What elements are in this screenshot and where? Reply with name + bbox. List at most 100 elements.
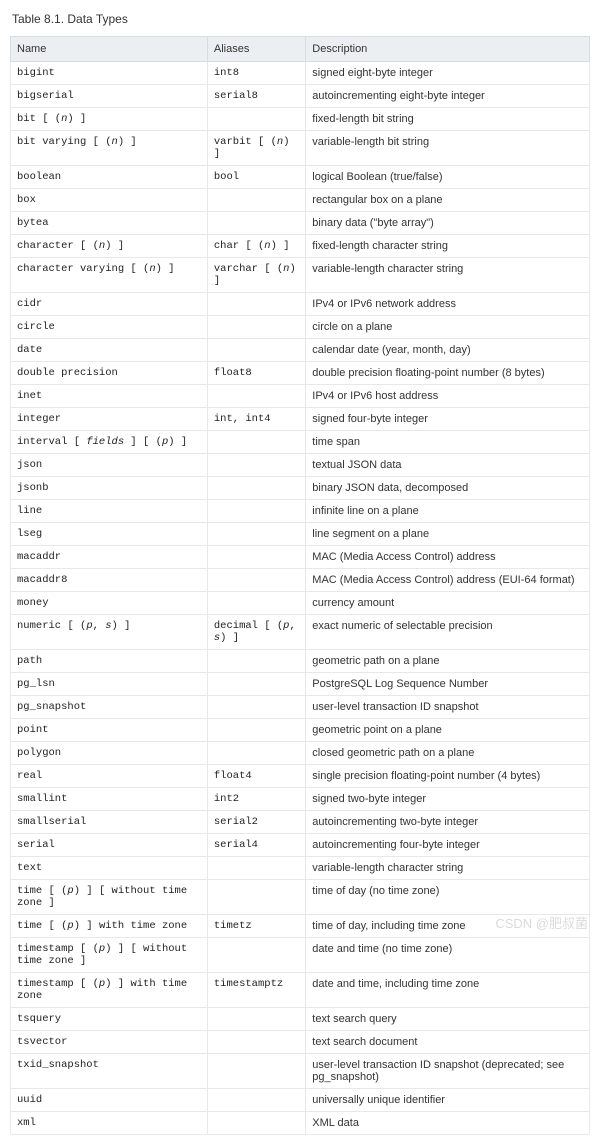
cell-alias <box>207 339 305 362</box>
cell-alias <box>207 938 305 973</box>
table-row: tsquerytext search query <box>11 1008 590 1031</box>
cell-name: box <box>11 189 208 212</box>
cell-name: polygon <box>11 742 208 765</box>
cell-alias: int, int4 <box>207 408 305 431</box>
cell-alias <box>207 108 305 131</box>
cell-description: MAC (Media Access Control) address (EUI-… <box>306 569 590 592</box>
cell-name: json <box>11 454 208 477</box>
cell-name: circle <box>11 316 208 339</box>
table-header-row: Name Aliases Description <box>11 37 590 62</box>
cell-alias: int2 <box>207 788 305 811</box>
table-row: interval [ fields ] [ (p) ] time span <box>11 431 590 454</box>
table-row: tsvectortext search document <box>11 1031 590 1054</box>
cell-description: single precision floating-point number (… <box>306 765 590 788</box>
table-row: pointgeometric point on a plane <box>11 719 590 742</box>
cell-description: binary data ("byte array") <box>306 212 590 235</box>
cell-description: variable-length character string <box>306 857 590 880</box>
cell-alias <box>207 477 305 500</box>
cell-alias <box>207 857 305 880</box>
cell-alias: char [ (n) ] <box>207 235 305 258</box>
cell-name: real <box>11 765 208 788</box>
cell-alias <box>207 1008 305 1031</box>
cell-description: variable-length bit string <box>306 131 590 166</box>
cell-alias <box>207 650 305 673</box>
cell-alias: float8 <box>207 362 305 385</box>
cell-description: IPv4 or IPv6 network address <box>306 293 590 316</box>
table-row: lineinfinite line on a plane <box>11 500 590 523</box>
cell-alias: timestamptz <box>207 973 305 1008</box>
cell-alias <box>207 189 305 212</box>
cell-name: cidr <box>11 293 208 316</box>
cell-name: boolean <box>11 166 208 189</box>
cell-name: serial <box>11 834 208 857</box>
cell-description: fixed-length bit string <box>306 108 590 131</box>
table-row: serialserial4autoincrementing four-byte … <box>11 834 590 857</box>
table-caption: Table 8.1. Data Types <box>12 12 590 26</box>
table-row: text variable-length character string <box>11 857 590 880</box>
cell-name: smallserial <box>11 811 208 834</box>
cell-name: interval [ fields ] [ (p) ] <box>11 431 208 454</box>
table-row: character [ (n) ]char [ (n) ]fixed-lengt… <box>11 235 590 258</box>
cell-alias: float4 <box>207 765 305 788</box>
table-row: cidr IPv4 or IPv6 network address <box>11 293 590 316</box>
cell-name: time [ (p) ] [ without time zone ] <box>11 880 208 915</box>
cell-description: autoincrementing four-byte integer <box>306 834 590 857</box>
cell-name: smallint <box>11 788 208 811</box>
cell-name: bit varying [ (n) ] <box>11 131 208 166</box>
cell-description: signed four-byte integer <box>306 408 590 431</box>
table-row: macaddr8MAC (Media Access Control) addre… <box>11 569 590 592</box>
table-row: smallintint2signed two-byte integer <box>11 788 590 811</box>
cell-name: integer <box>11 408 208 431</box>
cell-alias <box>207 1054 305 1089</box>
cell-name: character [ (n) ] <box>11 235 208 258</box>
table-row: double precisionfloat8double precision f… <box>11 362 590 385</box>
cell-name: macaddr <box>11 546 208 569</box>
cell-alias <box>207 385 305 408</box>
cell-description: rectangular box on a plane <box>306 189 590 212</box>
cell-description: time of day (no time zone) <box>306 880 590 915</box>
cell-name: bigint <box>11 62 208 85</box>
cell-alias <box>207 592 305 615</box>
col-header-name: Name <box>11 37 208 62</box>
table-row: bytea binary data ("byte array") <box>11 212 590 235</box>
cell-alias <box>207 431 305 454</box>
cell-alias: varchar [ (n) ] <box>207 258 305 293</box>
cell-alias: serial8 <box>207 85 305 108</box>
cell-name: pg_lsn <box>11 673 208 696</box>
table-row: bit varying [ (n) ]varbit [ (n) ]variabl… <box>11 131 590 166</box>
cell-alias <box>207 1089 305 1112</box>
table-row: timestamp [ (p) ] with time zonetimestam… <box>11 973 590 1008</box>
cell-description: closed geometric path on a plane <box>306 742 590 765</box>
cell-description: textual JSON data <box>306 454 590 477</box>
cell-description: line segment on a plane <box>306 523 590 546</box>
cell-name: text <box>11 857 208 880</box>
cell-alias <box>207 212 305 235</box>
cell-description: date and time (no time zone) <box>306 938 590 973</box>
table-row: integerint, int4signed four-byte integer <box>11 408 590 431</box>
cell-description: variable-length character string <box>306 258 590 293</box>
cell-name: date <box>11 339 208 362</box>
cell-description: user-level transaction ID snapshot <box>306 696 590 719</box>
cell-alias <box>207 1031 305 1054</box>
cell-name: jsonb <box>11 477 208 500</box>
col-header-aliases: Aliases <box>207 37 305 62</box>
cell-description: geometric point on a plane <box>306 719 590 742</box>
cell-alias <box>207 523 305 546</box>
cell-alias: serial4 <box>207 834 305 857</box>
table-row: moneycurrency amount <box>11 592 590 615</box>
table-row: pg_snapshotuser-level transaction ID sna… <box>11 696 590 719</box>
cell-name: bit [ (n) ] <box>11 108 208 131</box>
cell-name: xml <box>11 1112 208 1135</box>
cell-name: path <box>11 650 208 673</box>
cell-alias <box>207 696 305 719</box>
cell-alias <box>207 500 305 523</box>
table-row: box rectangular box on a plane <box>11 189 590 212</box>
table-row: numeric [ (p, s) ]decimal [ (p, s) ]exac… <box>11 615 590 650</box>
cell-name: bytea <box>11 212 208 235</box>
cell-description: time span <box>306 431 590 454</box>
table-row: xmlXML data <box>11 1112 590 1135</box>
cell-description: MAC (Media Access Control) address <box>306 546 590 569</box>
cell-description: text search document <box>306 1031 590 1054</box>
cell-alias <box>207 1112 305 1135</box>
table-row: smallserialserial2autoincrementing two-b… <box>11 811 590 834</box>
